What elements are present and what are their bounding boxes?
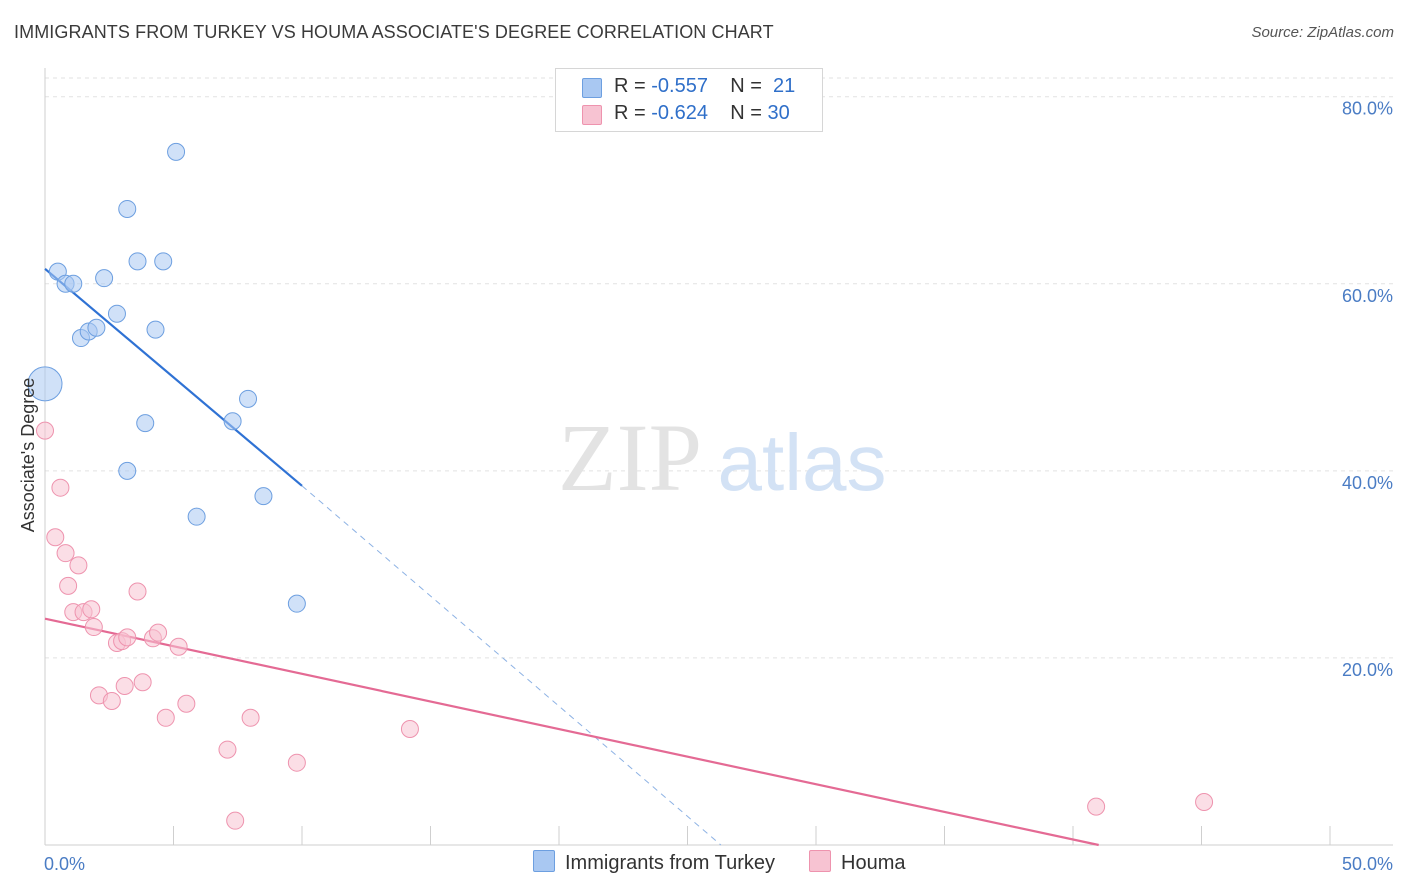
axis-labels: 20.0% 40.0% 60.0% 80.0% 0.0% 50.0% [44,99,1393,874]
watermark-zip: ZIP [558,404,702,511]
data-point-houma [84,618,103,637]
data-point-houma [102,691,121,710]
chart-title: IMMIGRANTS FROM TURKEY VS HOUMA ASSOCIAT… [14,22,774,42]
trend-line-houma [44,617,1099,847]
grid-lines [45,77,1393,659]
data-point-houma [128,582,147,601]
bottom-legend-label-turkey: Immigrants from Turkey [565,852,776,874]
data-point-turkey [95,269,114,288]
data-point-houma [218,740,237,759]
data-point-houma [118,628,137,647]
data-point-turkey [187,507,206,526]
data-point-turkey [118,199,137,218]
source-label: Source: ZipAtlas.com [1251,24,1394,41]
trend-line-turkey [44,267,303,487]
legend-r-value-turkey: -0.557 [651,75,708,97]
legend-swatch-houma [582,105,602,125]
y-tick-label: 60.0% [1342,286,1393,306]
data-point-turkey [128,252,147,271]
data-point-houma [156,708,175,727]
bottom-legend-swatch-turkey [533,850,555,872]
x-tick-label-right: 50.0% [1342,854,1393,874]
data-point-houma [56,544,75,563]
axes [44,68,1393,846]
x-tick-label-left: 0.0% [44,854,85,874]
bottom-legend-turkey: Immigrants from Turkey [533,850,775,875]
data-point-turkey [254,487,273,506]
data-point-houma [169,637,188,656]
data-point-houma [287,753,306,772]
data-point-houma [241,708,260,727]
legend-n-label: N = [730,102,762,124]
data-point-turkey [136,414,155,433]
legend-r-label: R = [614,75,646,97]
bottom-legend-houma: Houma [809,850,905,875]
data-point-turkey [287,594,306,613]
watermark: ZIP atlas [558,404,886,511]
data-point-houma [133,673,152,692]
data-point-turkey [223,412,242,431]
legend-r-label: R = [614,102,646,124]
data-point-turkey [239,389,258,408]
data-point-houma [400,720,419,739]
trend-line-extension-turkey [301,485,722,846]
watermark-atlas: atlas [718,418,887,507]
bottom-legend-label-houma: Houma [841,852,906,874]
trend-lines [44,267,1099,847]
data-point-houma [177,694,196,713]
data-point-turkey [27,366,63,402]
data-point-houma [51,478,70,497]
y-tick-label: 40.0% [1342,473,1393,493]
data-point-houma [59,576,78,595]
data-point-houma [1195,792,1214,811]
data-point-turkey [167,142,186,161]
data-point-turkey [154,252,173,271]
data-point-houma [46,528,65,547]
data-point-houma [226,811,245,830]
data-point-turkey [107,304,126,323]
y-tick-label: 20.0% [1342,660,1393,680]
bottom-legend-swatch-houma [809,850,831,872]
data-point-turkey [87,318,106,337]
data-point-turkey [118,461,137,480]
data-point-houma [69,556,88,575]
data-point-houma [1087,797,1106,816]
y-tick-label: 80.0% [1342,99,1393,119]
data-point-houma [82,600,101,619]
legend-swatch-turkey [582,78,602,98]
correlation-legend: R = -0.557 N = 21 R = -0.624 N = 30 [555,68,823,132]
data-point-houma [36,421,54,440]
legend-r-value-houma: -0.624 [651,102,708,124]
y-axis-label: Associate's Degree [18,378,38,533]
data-point-turkey [146,320,165,339]
data-point-turkey [64,274,83,293]
legend-n-label: N = [730,75,762,97]
data-point-houma [115,676,134,695]
data-point-houma [149,623,168,642]
data-points [27,142,1214,830]
legend-n-value-turkey: 21 [773,75,796,97]
legend-n-value-houma: 30 [767,102,790,124]
